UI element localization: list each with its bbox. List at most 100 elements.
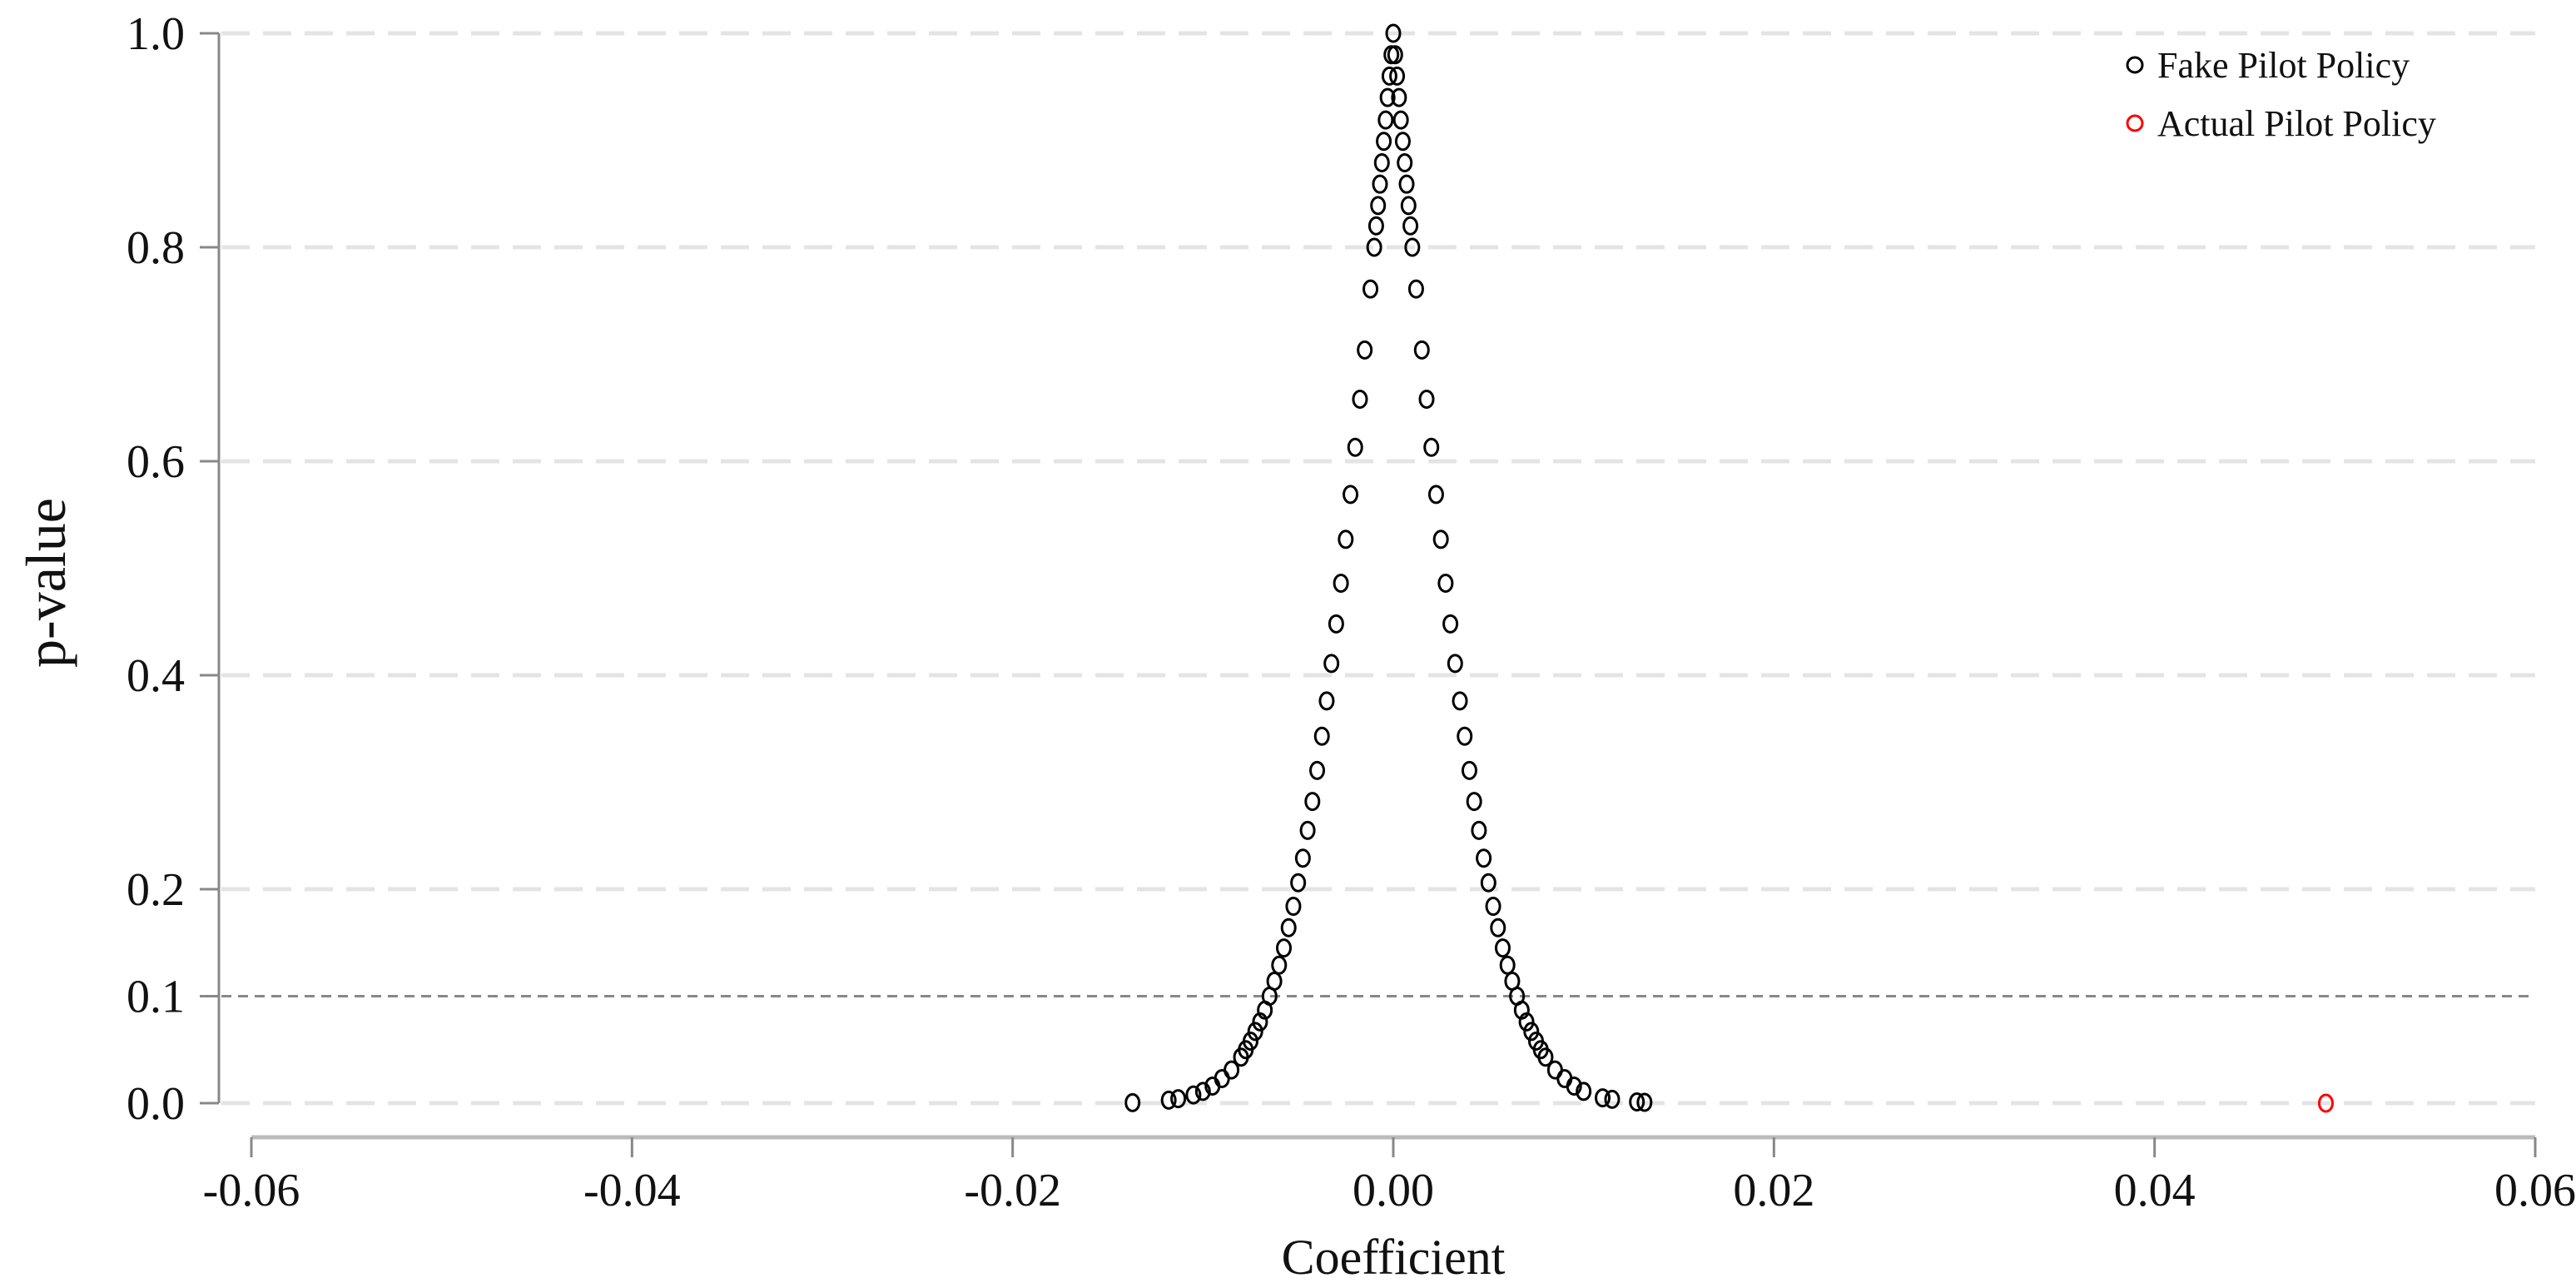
point-fake-pilot-policy [1437,573,1454,593]
point-fake-pilot-policy [1518,1012,1535,1032]
point-fake-pilot-policy [1397,152,1413,172]
point-fake-pilot-policy [1595,1088,1611,1108]
point-fake-pilot-policy [1170,1089,1187,1109]
point-fake-pilot-policy [1636,1092,1653,1112]
point-fake-pilot-policy [1328,614,1344,634]
point-fake-pilot-policy [1394,132,1411,152]
y-axis-label: p-value [14,498,77,668]
point-fake-pilot-policy [1352,389,1368,409]
point-fake-pilot-policy [1276,938,1293,958]
y-axis-ticks: 0.0 0.1 0.2 0.4 0.6 0.8 1.0 [127,8,219,1130]
point-fake-pilot-policy [1204,1076,1221,1096]
legend-label-actual: Actual Pilot Policy [2157,103,2436,144]
point-fake-pilot-policy [1629,1092,1645,1111]
point-fake-pilot-policy [1427,485,1444,505]
point-fake-pilot-policy [1372,174,1388,194]
point-fake-pilot-policy [1432,530,1449,550]
y-tick-label: 0.8 [127,222,185,274]
point-fake-pilot-policy [1471,820,1487,840]
point-fake-pilot-policy [1285,897,1302,917]
point-fake-pilot-policy [1442,614,1459,634]
point-fake-pilot-policy [1343,485,1359,505]
point-fake-pilot-policy [1299,820,1316,840]
point-fake-pilot-policy [1223,1060,1240,1080]
point-fake-pilot-policy [1313,726,1330,746]
grid-lines [221,31,2535,1106]
legend: Fake Pilot Policy Actual Pilot Policy [2126,45,2436,144]
point-fake-pilot-policy [1377,110,1394,130]
point-fake-pilot-policy [1461,760,1477,780]
point-fake-pilot-policy [1309,760,1326,780]
point-fake-pilot-policy [1423,437,1440,457]
point-fake-pilot-policy [1407,279,1424,299]
x-tick-label: 0.00 [1353,1165,1434,1216]
point-fake-pilot-policy [1476,848,1492,868]
point-fake-pilot-policy [1404,237,1421,257]
x-tick-label: 0.06 [2494,1165,2576,1216]
point-fake-pilot-policy [1499,955,1516,975]
point-fake-pilot-policy [1466,792,1482,812]
point-fake-pilot-policy [1494,938,1511,958]
point-fake-pilot-policy [1333,573,1349,593]
x-tick-label: -0.06 [203,1165,300,1216]
point-fake-pilot-policy [1490,918,1506,937]
x-tick-label: -0.04 [583,1165,681,1216]
point-fake-pilot-policy [1391,87,1407,107]
point-fake-pilot-policy [1413,340,1430,360]
point-fake-pilot-policy [1252,1012,1268,1032]
point-fake-pilot-policy [1160,1090,1177,1110]
y-tick-label: 0.0 [127,1078,185,1130]
point-fake-pilot-policy [1338,530,1354,550]
y-tick-label: 0.1 [127,972,185,1023]
x-axis-ticks: -0.06 -0.04 -0.02 0.00 0.02 0.04 0.06 [203,1137,2576,1216]
point-fake-pilot-policy [1452,691,1468,711]
point-fake-pilot-policy [1373,152,1390,172]
point-fake-pilot-policy [1457,726,1473,746]
point-fake-pilot-policy [1523,1022,1540,1042]
point-fake-pilot-policy [1280,918,1297,937]
point-fake-pilot-policy [1294,848,1311,868]
y-tick-label: 0.2 [127,864,185,916]
point-fake-pilot-policy [1398,174,1415,194]
point-fake-pilot-policy [1381,66,1397,86]
legend-item-fake: Fake Pilot Policy [2126,45,2410,86]
y-tick-label: 1.0 [127,8,185,60]
point-fake-pilot-policy [1447,654,1463,674]
point-fake-pilot-policy [1392,110,1409,130]
point-fake-pilot-policy [1379,87,1396,107]
point-fake-pilot-policy [1480,873,1496,893]
point-fake-pilot-policy [1194,1082,1211,1102]
point-fake-pilot-policy [1233,1047,1249,1067]
point-fake-pilot-policy [1537,1047,1554,1067]
point-fake-pilot-policy [1271,955,1288,975]
x-axis-label: Coefficient [1282,1230,1506,1285]
point-fake-pilot-policy [1402,216,1419,236]
point-fake-pilot-policy [1304,792,1321,812]
legend-label-fake: Fake Pilot Policy [2157,45,2410,86]
legend-marker-actual [2126,114,2144,132]
point-fake-pilot-policy [1366,237,1382,257]
point-fake-pilot-policy [1485,897,1501,917]
point-fake-pilot-policy [1389,66,1406,86]
x-tick-label: 0.02 [1733,1165,1814,1216]
point-fake-pilot-policy [1247,1022,1263,1042]
point-fake-pilot-policy [1124,1092,1141,1112]
data-points [1124,23,2334,1113]
x-tick-label: 0.04 [2114,1165,2196,1216]
point-fake-pilot-policy [1357,340,1373,360]
point-fake-pilot-policy [1347,437,1363,457]
point-fake-pilot-policy [1376,132,1392,152]
point-fake-pilot-policy [1418,389,1435,409]
point-actual-pilot-policy [2317,1093,2334,1113]
x-tick-label: -0.02 [964,1165,1061,1216]
point-fake-pilot-policy [1367,216,1384,236]
point-fake-pilot-policy [1323,654,1340,674]
point-fake-pilot-policy [1290,873,1307,893]
point-fake-pilot-policy [1566,1076,1582,1096]
legend-marker-fake [2126,56,2144,74]
point-fake-pilot-policy [1385,23,1402,43]
y-tick-label: 0.6 [127,436,185,488]
point-fake-pilot-policy [1546,1060,1563,1080]
point-fake-pilot-policy [1370,196,1387,216]
